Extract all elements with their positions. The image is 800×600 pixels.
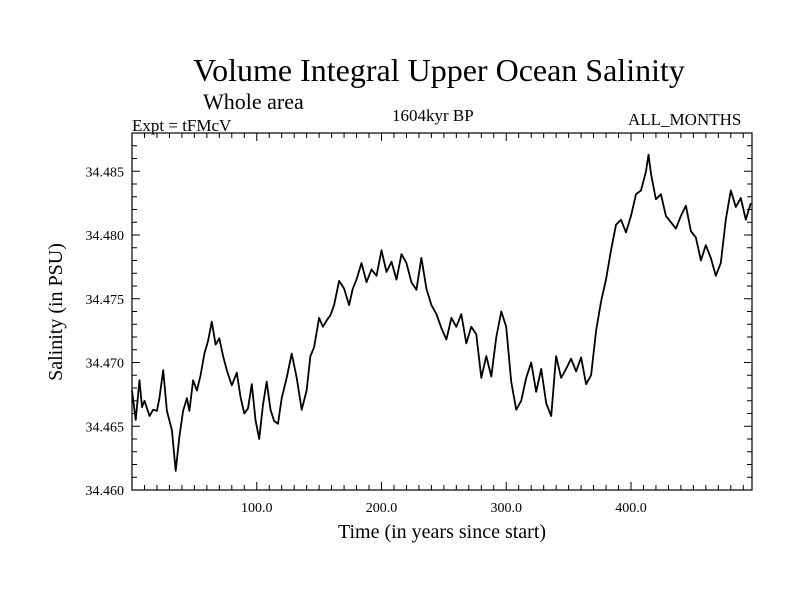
x-tick-label: 300.0: [490, 501, 522, 516]
x-axis-title: Time (in years since start): [338, 521, 546, 543]
chart-subtitle: Whole area: [203, 89, 304, 114]
x-tick-label: 400.0: [615, 501, 647, 516]
salinity-series-line: [131, 153, 752, 472]
y-tick-label: 34.470: [86, 357, 125, 372]
chart-title: Volume Integral Upper Ocean Salinity: [193, 52, 685, 88]
plot-frame: [131, 132, 753, 491]
y-tick-label: 34.465: [86, 420, 125, 435]
y-tick-label: 34.480: [86, 229, 125, 244]
y-tick-label: 34.460: [86, 484, 125, 499]
x-tick-label: 200.0: [366, 501, 398, 516]
x-tick-label: 100.0: [241, 501, 273, 516]
months-label: ALL_MONTHS: [628, 110, 742, 129]
period-label: 1604kyr BP: [392, 106, 474, 125]
y-tick-label: 34.485: [86, 165, 125, 180]
y-axis-title: Salinity (in PSU): [45, 243, 67, 381]
experiment-label: Expt = tFMcV: [132, 116, 232, 135]
y-tick-label: 34.475: [86, 293, 125, 308]
